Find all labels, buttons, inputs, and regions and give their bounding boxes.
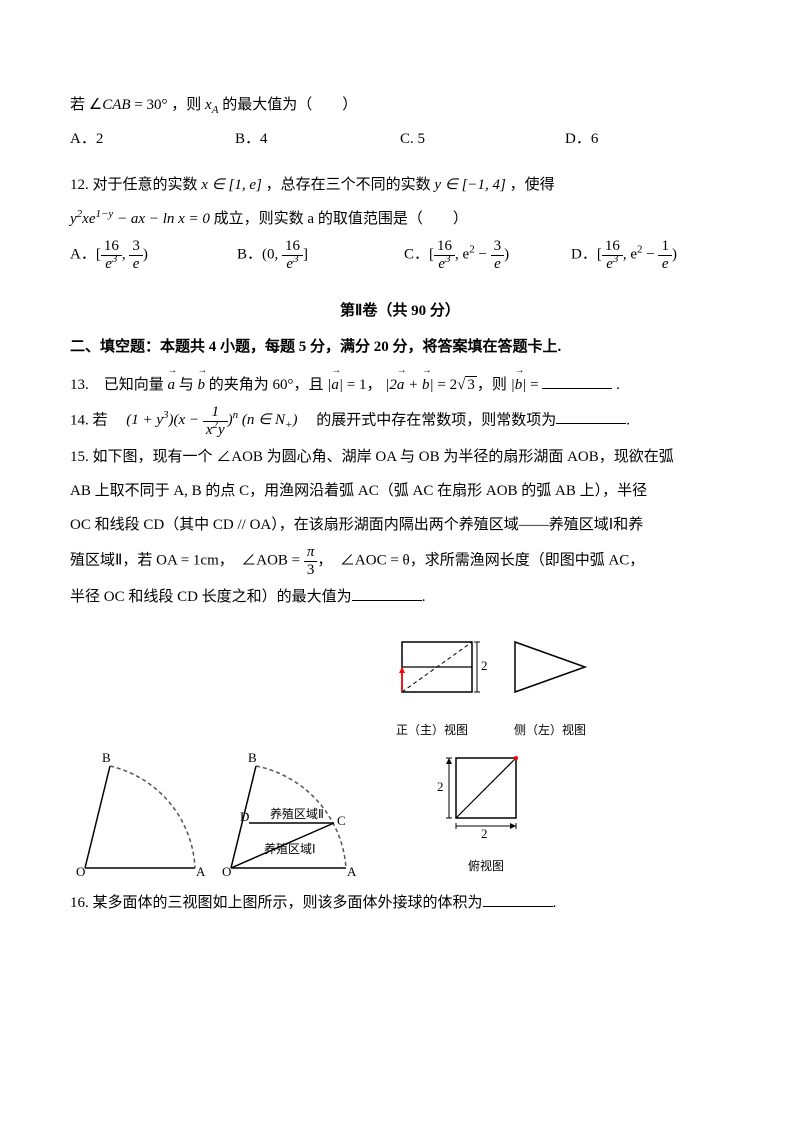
svg-text:A: A xyxy=(196,864,206,878)
q11-options: A．2 B．4 C. 5 D．6 xyxy=(70,124,730,154)
svg-text:O: O xyxy=(222,864,231,878)
svg-text:O: O xyxy=(76,864,85,878)
q15-l3: OC 和线段 CD（其中 CD // OA），在该扇形湖面内隔出两个养殖区域——… xyxy=(70,510,730,540)
side-view: 侧（左）视图 xyxy=(505,632,595,742)
svg-text:养殖区域Ⅰ: 养殖区域Ⅰ xyxy=(264,841,316,856)
option-c: C．[16e3, e2 − 3e) xyxy=(404,238,563,272)
option-b: B．(0, 16e3] xyxy=(237,238,396,272)
q12-eq: y2xe1−y − ax − ln x = 0 xyxy=(70,211,214,227)
blank xyxy=(542,373,612,389)
blank xyxy=(483,891,553,907)
top-view: 2 2 俯视图 xyxy=(377,748,595,878)
q11-stem: 若 ∠CAB = 30° ，则 xA 的最大值为（ ） xyxy=(70,90,730,120)
blank xyxy=(352,585,422,601)
svg-text:B: B xyxy=(248,750,257,765)
option-c: C. 5 xyxy=(400,124,565,154)
svg-text:B: B xyxy=(102,750,111,765)
three-view-block: 2 正（主）视图 侧（左）视图 2 xyxy=(377,632,595,878)
q11-var: xA xyxy=(205,97,218,113)
sector-figure-2: B O A D C 养殖区域Ⅱ 养殖区域Ⅰ xyxy=(216,748,371,878)
q11-cond: ∠CAB = 30° xyxy=(89,97,168,113)
q15-l2: AB 上取不同于 A, B 的点 C，用渔网沿着弧 AC（弧 AC 在扇形 AO… xyxy=(70,476,730,506)
option-a: A．[16e3, 3e) xyxy=(70,238,229,272)
part2-sub: 二、填空题：本题共 4 小题，每题 5 分，满分 20 分，将答案填在答题卡上. xyxy=(70,332,730,362)
option-d: D．[16e3, e2 − 1e) xyxy=(571,238,730,272)
option-a: A．2 xyxy=(70,124,235,154)
blank xyxy=(556,408,626,424)
q12-line1: 12. 对于任意的实数 x ∈ [1, e] ，总存在三个不同的实数 y ∈ [… xyxy=(70,170,730,200)
q15-l4: 殖区域Ⅱ，若 OA = 1cm， ∠AOB = π3， ∠AOC = θ，求所需… xyxy=(70,544,730,578)
q16: 16. 某多面体的三视图如上图所示，则该多面体外接球的体积为. xyxy=(70,888,730,918)
figure-row: B O A B O A D C 养殖区域Ⅱ 养殖区域Ⅰ xyxy=(70,632,730,878)
part2-title: 第Ⅱ卷（共 90 分） xyxy=(70,296,730,326)
svg-text:2: 2 xyxy=(481,658,487,673)
svg-text:2: 2 xyxy=(481,826,488,841)
q15-l1: 15. 如下图，现有一个 ∠AOB 为圆心角、湖岸 OA 与 OB 为半径的扇形… xyxy=(70,442,730,472)
q15-l5: 半径 OC 和线段 CD 长度之和）的最大值为. xyxy=(70,582,730,612)
front-view: 2 正（主）视图 xyxy=(377,632,487,742)
svg-text:D: D xyxy=(240,809,249,824)
q12-line2: y2xe1−y − ax − ln x = 0 成立，则实数 a 的取值范围是（… xyxy=(70,204,730,234)
svg-text:C: C xyxy=(337,813,346,828)
svg-text:养殖区域Ⅱ: 养殖区域Ⅱ xyxy=(270,806,324,821)
q12-options: A．[16e3, 3e) B．(0, 16e3] C．[16e3, e2 − 3… xyxy=(70,238,730,272)
option-b: B．4 xyxy=(235,124,400,154)
text: ，则 xyxy=(171,97,205,113)
svg-text:2: 2 xyxy=(437,779,444,794)
q14-expr: (1 + y3)(x − 1x2y)n (n ∈ N+) xyxy=(126,412,301,428)
q13: 13. 已知向量 a 与 b 的夹角为 60°，且 |a| = 1， |2a +… xyxy=(70,370,730,400)
text: 若 xyxy=(70,97,89,113)
option-d: D．6 xyxy=(565,124,730,154)
sector-figure-1: B O A xyxy=(70,748,210,878)
text: 的最大值为（ ） xyxy=(222,97,357,113)
q14: 14. 若 (1 + y3)(x − 1x2y)n (n ∈ N+) 的展开式中… xyxy=(70,404,730,438)
svg-text:A: A xyxy=(347,864,357,878)
